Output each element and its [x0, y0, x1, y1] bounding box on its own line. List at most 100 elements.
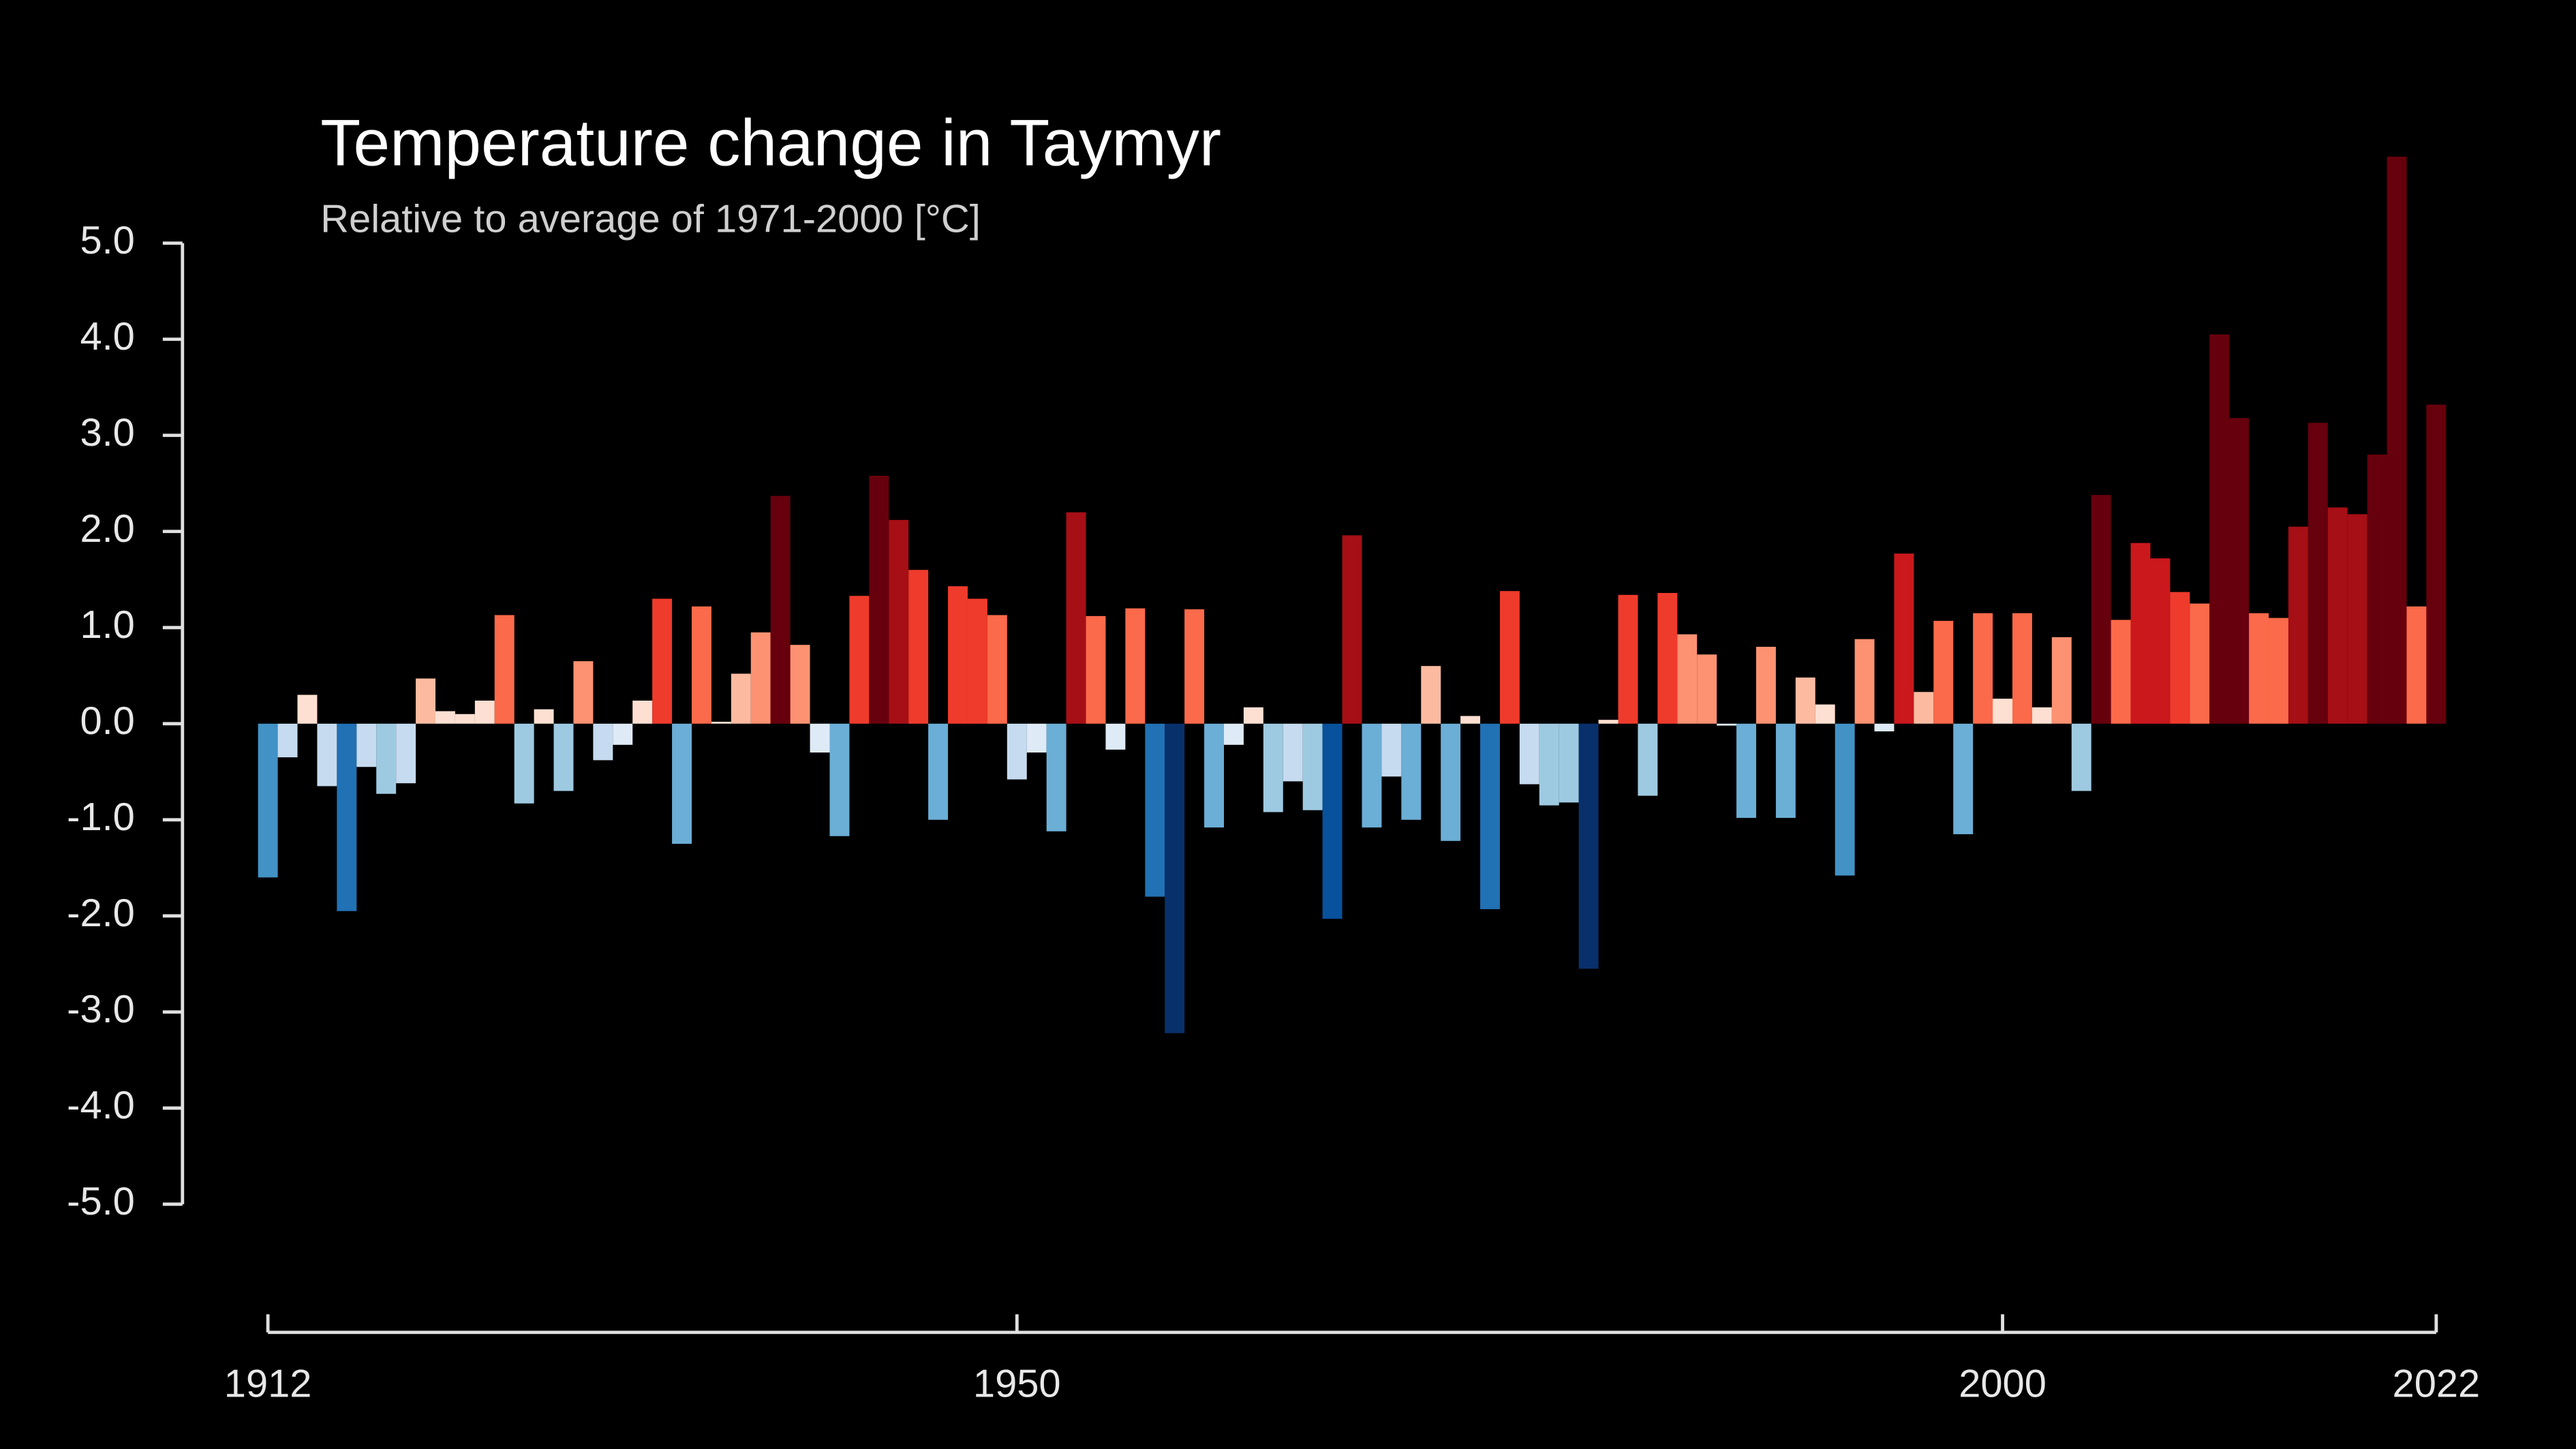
bar [2347, 514, 2367, 724]
bar [1421, 666, 1441, 724]
bar [2012, 613, 2032, 724]
bar [1223, 723, 1244, 745]
bar [297, 695, 318, 724]
y-tick-label: -5.0 [67, 1180, 135, 1223]
bar [1598, 720, 1619, 724]
bar [1499, 591, 1520, 724]
bar [1874, 723, 1895, 732]
bar [1933, 620, 1954, 724]
bar [593, 723, 613, 761]
bar [337, 723, 357, 911]
bar [416, 678, 435, 724]
bar [731, 673, 751, 724]
bar [790, 645, 810, 724]
bar [2031, 707, 2052, 724]
bar [2209, 334, 2230, 724]
bar [2387, 156, 2407, 724]
bar [908, 570, 929, 724]
bar [474, 700, 495, 724]
bar [2269, 617, 2288, 724]
bar [1953, 723, 1974, 834]
bar [1854, 639, 1875, 724]
bar [692, 606, 711, 724]
bar [1578, 723, 1599, 969]
bar [1165, 723, 1185, 1033]
bar [869, 475, 889, 724]
bar [1677, 634, 1698, 724]
bar [1559, 723, 1579, 803]
bar [1539, 723, 1559, 806]
bar [435, 711, 455, 724]
bar [1973, 613, 1993, 724]
bar [1441, 723, 1461, 841]
bar [1046, 723, 1067, 832]
bar [1145, 723, 1165, 897]
bar [2051, 637, 2072, 724]
bar [1519, 723, 1539, 784]
bar [948, 586, 968, 724]
bar [632, 700, 653, 724]
bar [514, 723, 534, 804]
bar [1657, 593, 1678, 724]
bar [2091, 495, 2111, 724]
bar [928, 723, 949, 820]
bar [1894, 553, 1914, 724]
x-tick-label: 1912 [224, 1362, 312, 1406]
bar [1755, 646, 1776, 724]
y-tick-label: -1.0 [67, 795, 135, 839]
y-tick-label: 2.0 [80, 507, 134, 551]
x-tick-label: 2022 [2393, 1362, 2481, 1406]
bar [258, 723, 278, 878]
bar [829, 723, 850, 836]
bar [1480, 723, 1500, 909]
bar [2111, 620, 2131, 724]
bar [849, 596, 870, 724]
bar [1736, 723, 1756, 818]
bar [1086, 615, 1106, 724]
bar [1460, 716, 1481, 724]
x-tick-label: 1950 [973, 1362, 1061, 1406]
bar [2426, 404, 2447, 724]
bar [770, 495, 791, 724]
bar [810, 723, 830, 753]
y-tick-label: -2.0 [67, 891, 135, 935]
bar [534, 709, 554, 724]
bar [711, 721, 731, 724]
y-tick-label: 5.0 [80, 219, 134, 262]
bar [2130, 543, 2151, 724]
bar [1362, 723, 1382, 828]
bar [2249, 613, 2269, 724]
bar [1717, 723, 1737, 726]
bar [2229, 418, 2250, 724]
bar [1322, 723, 1343, 919]
bar [1835, 723, 1855, 876]
chart-title: Temperature change in Taymyr [320, 106, 1221, 179]
bar [1283, 723, 1303, 782]
bar [455, 714, 475, 724]
bar [2406, 606, 2427, 724]
bar [1263, 723, 1283, 812]
bar [2170, 592, 2190, 724]
x-tick-label: 2000 [1959, 1362, 2046, 1406]
bar [1302, 723, 1323, 810]
y-tick-label: -4.0 [67, 1084, 135, 1127]
bar [967, 598, 987, 724]
bar [573, 661, 594, 724]
bar [652, 598, 673, 724]
bar [613, 723, 633, 745]
bar [1243, 707, 1263, 724]
bar [1815, 704, 1835, 724]
bar [1795, 677, 1815, 724]
bar [2307, 423, 2328, 724]
y-tick-label: 1.0 [80, 603, 134, 647]
bar [1914, 692, 1934, 724]
y-tick-label: -3.0 [67, 988, 135, 1031]
bar [494, 615, 515, 724]
bar [1125, 608, 1146, 724]
bar [1697, 654, 1717, 724]
bar [987, 615, 1007, 724]
bar [1381, 723, 1402, 777]
bar [356, 723, 377, 767]
